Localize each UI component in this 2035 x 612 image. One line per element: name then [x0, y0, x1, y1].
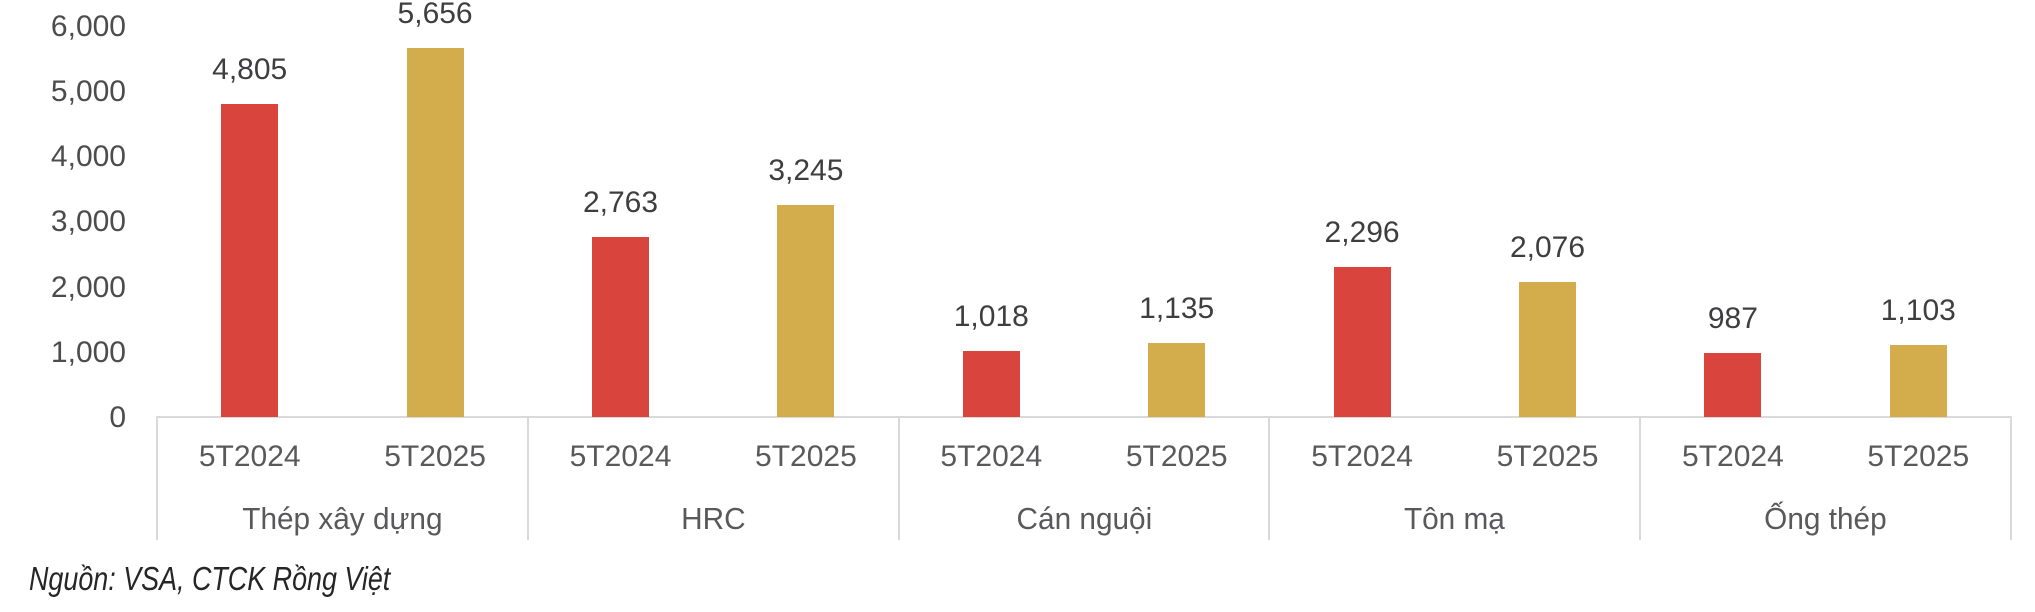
bar-5t2024-5: [1704, 352, 1762, 417]
category-divider-line: [897, 416, 900, 540]
category-divider-line: [1639, 416, 1642, 540]
x-axis-series-label: 5T2024: [940, 440, 1043, 474]
bar-5t2025-5: [1889, 345, 1947, 417]
bar-5t2025-3: [1148, 342, 1206, 417]
data-label: 3,245: [768, 154, 844, 188]
category-divider-line: [1268, 416, 1271, 540]
x-axis-category-label: Tôn mạ: [1404, 501, 1506, 536]
data-label: 1,103: [1880, 294, 1956, 328]
y-axis-tick-label: 3,000: [50, 205, 126, 239]
data-label: 2,076: [1509, 230, 1586, 264]
x-axis-series-label: 5T2024: [1311, 440, 1413, 474]
y-axis-tick-label: 1,000: [50, 335, 126, 369]
data-label: 1,018: [953, 299, 1029, 333]
x-axis-category-label: Thép xây dựng: [242, 501, 443, 536]
x-axis-series-label: 5T2025: [384, 440, 486, 474]
y-axis-tick-label: 2,000: [50, 270, 126, 304]
y-axis-tick-label: 0: [109, 401, 126, 434]
x-axis-category-label: HRC: [680, 501, 746, 536]
x-axis-category-label: Ống thép: [1764, 501, 1887, 536]
bar-5t2024-3: [962, 350, 1020, 417]
x-axis-series-label: 5T2025: [1125, 440, 1228, 474]
bar-5t2025-2: [777, 205, 835, 417]
x-axis-series-label: 5T2025: [1496, 440, 1599, 474]
x-axis-series-label: 5T2025: [1867, 440, 1970, 474]
data-label: 2,296: [1324, 216, 1400, 250]
x-axis-series-label: 5T2024: [198, 440, 301, 474]
bar-5t2024-1: [221, 103, 279, 417]
category-divider-line: [156, 416, 158, 540]
bar-5t2024-4: [1333, 267, 1391, 417]
y-axis-tick-label: 4,000: [50, 140, 126, 174]
data-label: 2,763: [582, 185, 659, 219]
bar-5t2025-4: [1519, 281, 1576, 417]
category-divider-line: [2010, 416, 2012, 540]
source-note: Nguồn: VSA, CTCK Rồng Việt: [29, 560, 391, 597]
x-axis-line: [156, 416, 2012, 418]
x-axis-series-label: 5T2024: [569, 440, 672, 474]
data-label: 987: [1707, 301, 1758, 335]
bar-5t2025-1: [406, 48, 464, 417]
y-axis-tick-label: 6,000: [50, 9, 126, 43]
category-divider-line: [526, 416, 529, 540]
x-axis-category-label: Cán nguội: [1016, 501, 1152, 536]
data-label: 1,135: [1139, 292, 1215, 326]
data-label: 5,656: [397, 0, 473, 31]
x-axis-series-label: 5T2025: [755, 440, 857, 474]
x-axis-series-label: 5T2024: [1682, 440, 1784, 474]
y-axis-tick-label: 5,000: [50, 74, 126, 108]
data-label: 4,805: [212, 52, 288, 86]
bar-5t2024-2: [592, 236, 649, 417]
